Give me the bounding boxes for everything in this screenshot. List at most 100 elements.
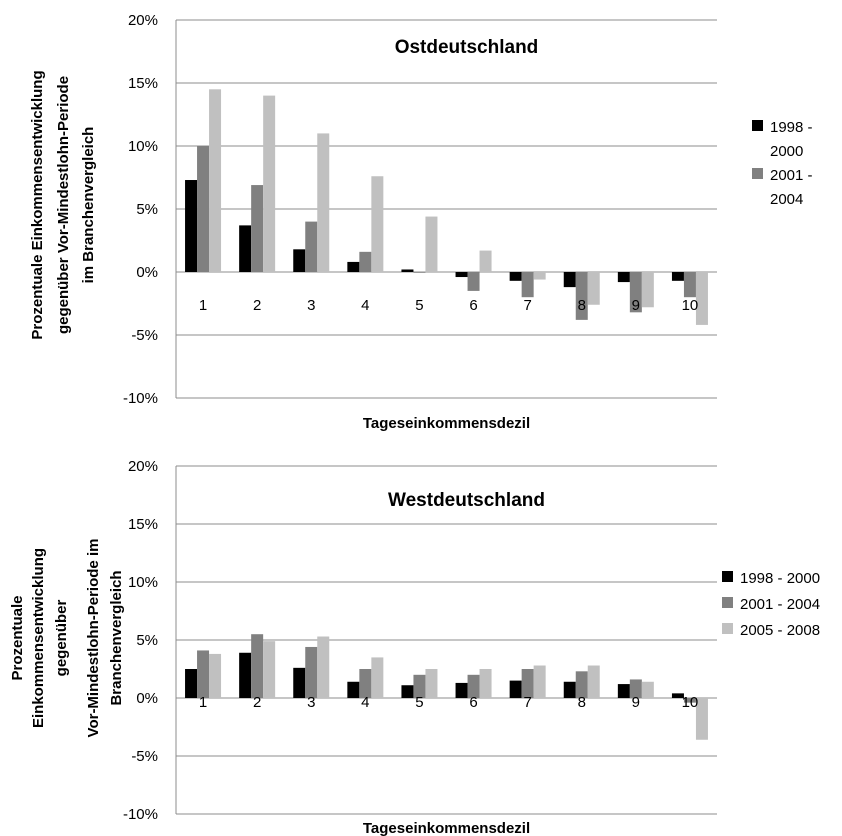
x-tick-label: 10 xyxy=(682,297,699,314)
bar-1-3 xyxy=(293,667,306,698)
y-axis-label-line: Einkommensentwicklung xyxy=(30,548,47,728)
bar-2-4 xyxy=(359,669,372,698)
legend-swatch-2 xyxy=(752,168,763,179)
bar-1-7 xyxy=(509,272,522,281)
bar-2-9 xyxy=(629,679,642,698)
x-tick-label: 10 xyxy=(682,694,699,711)
bar-3-3 xyxy=(317,133,330,272)
bar-2-1 xyxy=(197,146,210,272)
bar-1-5 xyxy=(401,685,414,698)
bar-2-5 xyxy=(413,674,426,698)
y-tick-label: -5% xyxy=(131,327,158,344)
bar-3-1 xyxy=(209,653,222,698)
bar-3-7 xyxy=(533,272,546,280)
x-tick-label: 8 xyxy=(578,694,586,711)
y-tick-label: 15% xyxy=(128,516,158,533)
x-tick-label: 7 xyxy=(523,694,531,711)
bar-3-10 xyxy=(695,272,708,325)
y-tick-label: -5% xyxy=(131,748,158,765)
bar-2-8 xyxy=(575,272,588,320)
x-tick-label: 9 xyxy=(632,694,640,711)
y-tick-label: 10% xyxy=(128,574,158,591)
bar-3-6 xyxy=(479,250,492,272)
x-tick-label: 3 xyxy=(307,297,315,314)
legend-swatch-1 xyxy=(722,571,733,582)
bar-2-7 xyxy=(521,669,534,698)
y-tick-label: 20% xyxy=(128,458,158,475)
bar-2-9 xyxy=(629,272,642,313)
y-axis-label-line: gegenüber Vor-Mindestlohn-Periode xyxy=(55,76,72,334)
bar-2-10 xyxy=(683,272,696,298)
x-tick-label: 2 xyxy=(253,297,261,314)
bar-1-6 xyxy=(455,272,468,278)
bar-2-5 xyxy=(413,272,426,273)
y-tick-label: 10% xyxy=(128,138,158,155)
bar-1-10 xyxy=(671,272,684,281)
bar-3-3 xyxy=(317,636,330,698)
y-axis-label-line: im Branchenvergleich xyxy=(80,127,97,284)
legend-label: 1998 - 2000 xyxy=(740,570,820,587)
y-axis-label-line: Prozentuale xyxy=(9,595,26,680)
bar-3-5 xyxy=(425,216,438,272)
bar-1-1 xyxy=(185,669,198,698)
bar-2-3 xyxy=(305,221,318,272)
bar-1-3 xyxy=(293,249,306,272)
y-tick-label: 5% xyxy=(136,201,158,218)
bar-1-6 xyxy=(455,682,468,698)
legend-label: 2005 - 2008 xyxy=(740,622,820,639)
bar-2-6 xyxy=(467,674,480,698)
x-tick-label: 4 xyxy=(361,694,369,711)
legend-label: 2001 - 2004 xyxy=(740,596,820,613)
x-tick-label: 5 xyxy=(415,694,423,711)
x-tick-label: 3 xyxy=(307,694,315,711)
y-tick-label: 5% xyxy=(136,632,158,649)
legend-label: 2004 xyxy=(770,191,803,208)
bar-1-9 xyxy=(617,272,630,283)
bar-3-9 xyxy=(641,681,654,698)
x-tick-label: 9 xyxy=(632,297,640,314)
bar-2-10 xyxy=(683,698,696,703)
bar-1-5 xyxy=(401,269,414,272)
legend-swatch-3 xyxy=(722,623,733,634)
legend-label: 2001 - xyxy=(770,167,813,184)
bar-3-8 xyxy=(587,665,600,698)
bar-3-5 xyxy=(425,669,438,698)
y-axis-label-line: Prozentuale Einkommensentwicklung xyxy=(29,70,46,339)
x-tick-label: 4 xyxy=(361,297,369,314)
bar-2-2 xyxy=(251,634,264,698)
y-tick-label: 15% xyxy=(128,75,158,92)
bar-3-6 xyxy=(479,669,492,698)
legend-swatch-1 xyxy=(752,120,763,131)
y-axis-label-line: gegenüber xyxy=(53,600,70,677)
bar-2-2 xyxy=(251,185,264,272)
y-tick-label: 0% xyxy=(136,264,158,281)
bar-3-10 xyxy=(695,698,708,740)
bar-2-1 xyxy=(197,650,210,698)
y-tick-label: 20% xyxy=(128,12,158,29)
y-axis-label-line: Branchenvergleich xyxy=(108,570,125,705)
bar-1-2 xyxy=(239,225,252,272)
bar-1-4 xyxy=(347,261,360,272)
chart-title: Ostdeutschland xyxy=(395,37,539,58)
x-axis-label: Tageseinkommensdezil xyxy=(363,415,530,432)
x-tick-label: 1 xyxy=(199,694,207,711)
bar-3-8 xyxy=(587,272,600,305)
x-tick-label: 8 xyxy=(578,297,586,314)
bar-1-8 xyxy=(563,272,576,288)
bar-1-1 xyxy=(185,180,198,272)
x-tick-label: 5 xyxy=(415,297,423,314)
bar-3-9 xyxy=(641,272,654,308)
x-tick-label: 1 xyxy=(199,297,207,314)
bar-1-8 xyxy=(563,681,576,698)
legend-label: 1998 - xyxy=(770,119,813,136)
x-tick-label: 2 xyxy=(253,694,261,711)
y-tick-label: -10% xyxy=(123,390,158,407)
y-tick-label: 0% xyxy=(136,690,158,707)
bar-1-7 xyxy=(509,680,522,698)
bar-2-8 xyxy=(575,671,588,698)
bar-2-6 xyxy=(467,272,480,291)
bar-2-3 xyxy=(305,646,318,698)
x-tick-label: 6 xyxy=(469,297,477,314)
chart-title: Westdeutschland xyxy=(388,490,545,511)
